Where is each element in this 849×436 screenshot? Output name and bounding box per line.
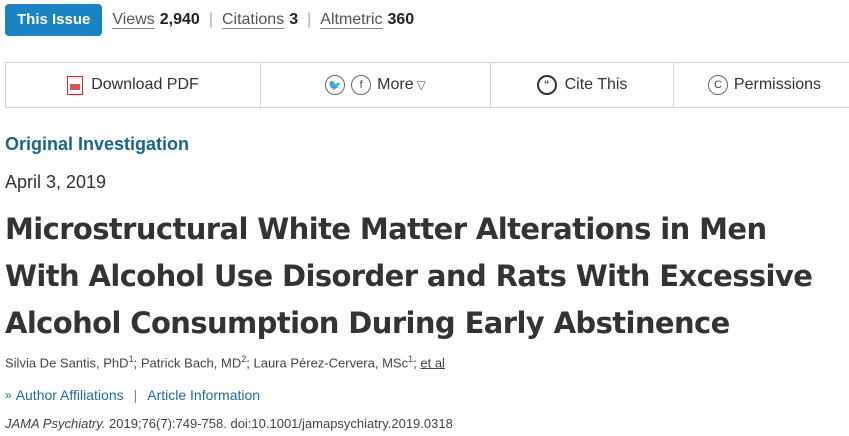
permissions-label: Permissions <box>733 76 822 93</box>
citation-details: 2019;76(7):749-758. doi:10.1001/jamapsyc… <box>105 416 453 431</box>
author-name[interactable]: Silvia De Santis, PhD <box>5 355 129 371</box>
author-list: Silvia De Santis, PhD1; Patrick Bach, MD… <box>5 354 445 370</box>
journal-name: JAMA Psychiatry. <box>5 416 106 431</box>
author-name[interactable]: Laura Pérez-Cervera, MSc <box>253 355 409 371</box>
author-affiliations-link[interactable]: Author Affiliations <box>15 387 124 403</box>
citations-label[interactable]: Citations <box>221 11 285 29</box>
altmetric-value: 360 <box>387 11 415 28</box>
author-separator: ; <box>246 355 254 371</box>
article-toolbar: Download PDF 🐦 f More ▽ “ Cite This C Pe… <box>5 62 849 108</box>
link-divider: | <box>133 387 138 403</box>
views-label[interactable]: Views <box>112 11 155 29</box>
citation-line: JAMA Psychiatry. 2019;76(7):749-758. doi… <box>5 416 453 431</box>
share-more-menu[interactable]: 🐦 f More ▽ <box>261 63 491 107</box>
permissions-button[interactable]: C Permissions <box>674 63 849 107</box>
more-label[interactable]: More <box>377 76 414 93</box>
views-metric[interactable]: Views 2,940 <box>112 11 200 29</box>
article-title: Microstructural White Matter Alterations… <box>5 212 813 340</box>
metric-divider: | <box>208 11 213 28</box>
publication-date: April 3, 2019 <box>5 172 107 192</box>
views-value: 2,940 <box>159 11 200 28</box>
chevron-down-icon: ▽ <box>416 78 426 92</box>
facebook-icon[interactable]: f <box>351 75 372 95</box>
altmetric-label[interactable]: Altmetric <box>320 11 383 29</box>
download-pdf-button[interactable]: Download PDF <box>5 63 261 107</box>
quote-icon: “ <box>536 75 557 95</box>
affiliation-marker: 1 <box>128 354 134 364</box>
this-issue-button[interactable]: This Issue <box>5 4 103 36</box>
article-metrics-bar: This Issue Views 2,940 | Citations 3 | A… <box>5 4 414 36</box>
author-name[interactable]: Patrick Bach, MD <box>140 355 242 371</box>
affiliation-marker: 1 <box>408 354 414 364</box>
twitter-icon[interactable]: 🐦 <box>325 75 346 95</box>
author-separator: ; <box>133 355 141 371</box>
altmetric-metric[interactable]: Altmetric 360 <box>320 11 414 29</box>
pdf-icon <box>67 75 84 95</box>
double-chevron-right-icon: » <box>5 388 12 402</box>
article-info-links: » Author Affiliations | Article Informat… <box>5 387 260 403</box>
author-separator: ; <box>413 355 421 371</box>
affiliation-marker: 2 <box>241 354 247 364</box>
cite-this-button[interactable]: “ Cite This <box>491 63 674 107</box>
citations-value: 3 <box>289 11 299 28</box>
article-information-link[interactable]: Article Information <box>147 387 261 403</box>
metric-divider: | <box>307 11 312 28</box>
copyright-icon: C <box>707 75 728 95</box>
cite-this-label: Cite This <box>564 76 628 93</box>
download-pdf-label: Download PDF <box>91 76 199 93</box>
article-category[interactable]: Original Investigation <box>5 134 190 154</box>
citations-metric[interactable]: Citations 3 <box>221 11 299 29</box>
et-al-link[interactable]: et al <box>420 355 445 371</box>
